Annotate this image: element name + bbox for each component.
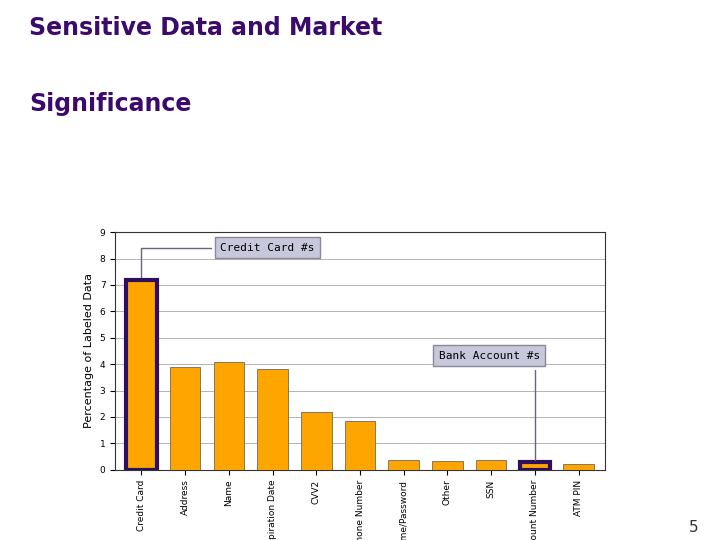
Bar — [301, 411, 332, 470]
Bar — [388, 460, 419, 470]
Bar — [520, 462, 550, 470]
Text: Significance: Significance — [29, 92, 192, 116]
Text: 5: 5 — [689, 519, 698, 535]
Bar — [563, 464, 594, 470]
Bar — [126, 280, 157, 470]
Text: Bank Account #s: Bank Account #s — [438, 351, 540, 460]
Bar — [170, 367, 200, 470]
Bar — [126, 280, 157, 470]
Bar — [476, 460, 506, 470]
Text: Sensitive Data and Market: Sensitive Data and Market — [29, 16, 382, 40]
Text: Credit Card #s: Credit Card #s — [141, 242, 315, 277]
Bar — [214, 362, 244, 470]
Bar — [432, 461, 463, 470]
Y-axis label: Percentage of Labeled Data: Percentage of Labeled Data — [84, 273, 94, 429]
Bar — [257, 369, 288, 470]
Bar — [520, 462, 550, 470]
Bar — [345, 421, 375, 470]
